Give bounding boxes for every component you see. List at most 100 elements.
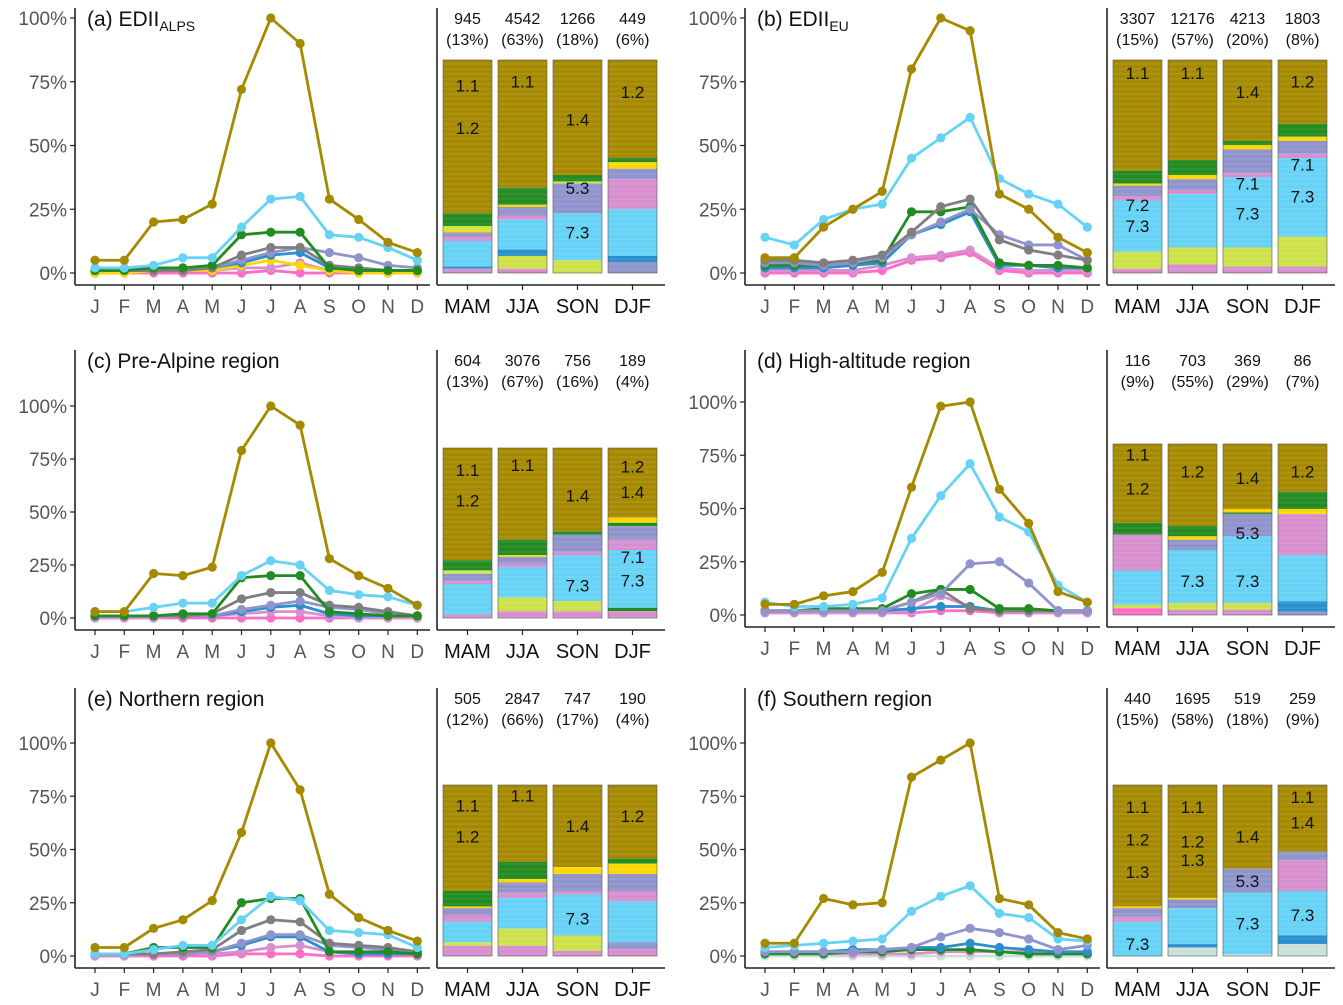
bar-segment-lime bbox=[1113, 604, 1162, 609]
data-point bbox=[354, 913, 364, 923]
bar-segment-sky bbox=[1168, 194, 1217, 248]
data-point bbox=[412, 942, 422, 953]
bar-segment-green bbox=[443, 891, 492, 907]
bar-count: 440 bbox=[1124, 691, 1151, 708]
data-point bbox=[266, 571, 276, 581]
x-tick-label: J bbox=[760, 980, 770, 1000]
x-tick-label: N bbox=[1051, 980, 1065, 1000]
data-point bbox=[877, 898, 887, 908]
data-point bbox=[994, 557, 1005, 567]
bar-segment-lime bbox=[498, 255, 547, 269]
bar-segment-label: 7.3 bbox=[1236, 572, 1260, 591]
data-point bbox=[965, 923, 975, 933]
bar-count: 756 bbox=[564, 353, 591, 370]
bar-count: 703 bbox=[1179, 353, 1206, 370]
bar-segment-orchid bbox=[443, 580, 492, 584]
bar-segment-olive bbox=[1278, 444, 1327, 492]
bar-percent: (17%) bbox=[556, 712, 599, 729]
bar-segment-olive bbox=[1113, 60, 1162, 171]
bar-segment-label: 1.2 bbox=[456, 827, 480, 846]
x-tick-label: A bbox=[177, 297, 190, 318]
bar-segment-green bbox=[1113, 170, 1162, 184]
bar-percent: (8%) bbox=[1286, 32, 1320, 49]
data-point bbox=[383, 265, 393, 276]
x-tick-label: O bbox=[351, 297, 366, 318]
bar-segment-olive bbox=[1168, 444, 1217, 527]
bar-category-label: JJA bbox=[506, 641, 540, 663]
bar-outline bbox=[607, 784, 658, 957]
x-tick-label: A bbox=[847, 639, 860, 660]
y-tick-label: 75% bbox=[699, 787, 737, 808]
x-tick-label: D bbox=[410, 642, 424, 663]
bar-segment-lavender bbox=[1278, 140, 1327, 154]
bar-segment-label: 5.3 bbox=[1236, 524, 1260, 543]
x-tick-label: J bbox=[936, 297, 946, 318]
data-point bbox=[90, 255, 100, 265]
data-point bbox=[906, 906, 917, 916]
bar-segment-green bbox=[1278, 491, 1327, 509]
data-point bbox=[906, 942, 917, 953]
series-line-olive bbox=[765, 741, 1088, 945]
y-tick-label: 75% bbox=[699, 73, 737, 94]
bar-segment-label: 1.3 bbox=[1181, 851, 1205, 870]
bar-segment-orchid bbox=[553, 611, 602, 618]
bar-outline bbox=[497, 447, 548, 619]
data-point bbox=[295, 785, 305, 795]
data-point bbox=[965, 397, 975, 407]
bar-segment-orchid bbox=[1223, 172, 1272, 178]
data-point bbox=[178, 609, 188, 619]
data-point bbox=[236, 898, 247, 908]
bar-outline bbox=[1167, 784, 1218, 957]
bar-segment-yellow bbox=[1168, 175, 1217, 180]
data-point bbox=[412, 255, 422, 265]
data-point bbox=[1024, 260, 1034, 270]
data-point bbox=[1053, 232, 1063, 242]
data-point bbox=[266, 13, 276, 23]
data-point bbox=[295, 268, 305, 278]
bar-segment-olive bbox=[498, 60, 547, 188]
data-point bbox=[178, 571, 188, 581]
x-tick-label: M bbox=[874, 297, 890, 318]
bar-segment-olive bbox=[1223, 60, 1272, 141]
data-point bbox=[178, 253, 188, 263]
data-point bbox=[789, 240, 799, 250]
data-point bbox=[266, 263, 276, 273]
data-point bbox=[236, 604, 247, 615]
data-point bbox=[1082, 947, 1092, 957]
bar-segment-lime bbox=[1168, 247, 1217, 265]
bar-segment-yellow bbox=[608, 517, 657, 523]
bar-segment-label: 1.1 bbox=[1181, 798, 1205, 817]
bar-percent: (4%) bbox=[616, 712, 650, 729]
bar-segment-label: 1.1 bbox=[1126, 798, 1150, 817]
bar-segment-orchid bbox=[1223, 609, 1272, 615]
bar-segment-label: 1.2 bbox=[621, 83, 645, 102]
series-line-sky bbox=[764, 116, 1089, 247]
data-point bbox=[295, 571, 305, 581]
bar-percent: (9%) bbox=[1121, 374, 1155, 391]
bar-segment-sky bbox=[1223, 536, 1272, 604]
data-point bbox=[760, 599, 770, 609]
bar-segment-label: 1.1 bbox=[456, 797, 480, 816]
bar-segment-olive bbox=[1168, 785, 1217, 898]
bar-segment-orchid bbox=[443, 614, 492, 618]
series-line-olive bbox=[765, 16, 1088, 260]
bar-segment-olive bbox=[1168, 60, 1217, 161]
bar-segment-label: 1.4 bbox=[1236, 827, 1260, 846]
data-point bbox=[295, 587, 305, 598]
x-tick-label: A bbox=[294, 297, 307, 318]
data-point bbox=[965, 584, 975, 595]
series-line-sky bbox=[764, 884, 1088, 949]
bar-segment-label: 7.3 bbox=[1181, 572, 1205, 591]
bar-segment-lavender bbox=[498, 556, 547, 564]
data-point bbox=[906, 153, 917, 163]
series-line-green bbox=[95, 230, 418, 272]
x-tick-label: N bbox=[381, 980, 395, 1000]
bar-segment-sky bbox=[553, 894, 602, 936]
bar-segment-olive bbox=[1113, 444, 1162, 523]
data-point bbox=[760, 253, 770, 263]
x-tick-label: F bbox=[118, 980, 130, 1000]
x-tick-label: O bbox=[351, 980, 366, 1000]
data-point bbox=[324, 889, 334, 899]
data-point bbox=[994, 484, 1005, 494]
